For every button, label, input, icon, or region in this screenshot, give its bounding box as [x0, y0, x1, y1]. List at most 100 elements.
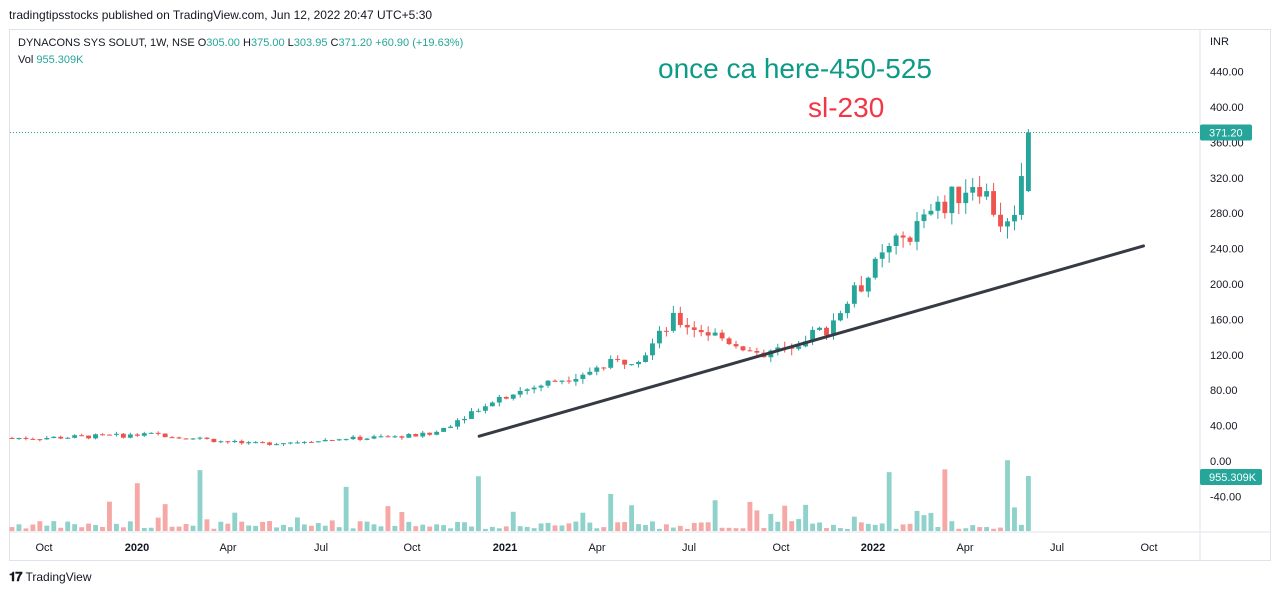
volume-bar	[183, 524, 189, 531]
candle-body	[30, 438, 36, 440]
volume-bar	[371, 524, 377, 531]
candle-body	[684, 324, 690, 328]
candle-body	[928, 210, 934, 215]
candle-body	[100, 434, 105, 436]
time-tick-label: Apr	[588, 542, 605, 554]
volume-bar	[462, 522, 467, 531]
open-value: 305.00	[206, 37, 240, 49]
chart-frame[interactable]	[9, 29, 1271, 561]
candle-body	[65, 437, 71, 439]
volume-bar	[44, 525, 50, 531]
price-tick-label: -40.00	[1210, 491, 1241, 503]
volume-bar	[475, 476, 481, 531]
candle-body	[747, 350, 753, 352]
volume-bar	[107, 501, 112, 531]
volume-bar	[712, 500, 718, 531]
candle-body	[594, 367, 600, 372]
price-tick-label: 400.00	[1210, 102, 1244, 114]
volume-bar	[747, 501, 753, 531]
volume-bar	[30, 524, 36, 531]
volume-value: 955.309K	[36, 54, 84, 66]
volume-bar	[190, 525, 196, 531]
volume-bar	[392, 525, 398, 531]
candle-body	[914, 221, 920, 242]
volume-bar	[9, 527, 15, 531]
volume-bar	[350, 528, 356, 531]
volume-bar	[100, 526, 105, 531]
volume-bar	[469, 526, 474, 531]
candle-body	[517, 390, 523, 395]
candle-body	[650, 343, 655, 356]
volume-bar	[517, 526, 523, 531]
candle-body	[427, 432, 433, 435]
stoploss-annotation: sl-230	[808, 92, 885, 123]
volume-bar	[643, 525, 648, 531]
volume-bar	[677, 525, 683, 531]
candle-body	[740, 346, 746, 351]
candle-body	[385, 436, 391, 438]
candle-body	[420, 432, 426, 437]
volume-bar	[329, 520, 335, 531]
candle-body	[72, 435, 78, 438]
candle-body	[831, 320, 836, 336]
volume-bar	[127, 521, 133, 531]
candle-body	[872, 258, 878, 278]
candle-body	[726, 338, 732, 345]
candle-body	[58, 436, 64, 439]
volume-bar	[670, 527, 676, 531]
volume-bar	[239, 521, 245, 531]
volume-bar	[281, 524, 286, 531]
candle-body	[545, 380, 551, 386]
volume-bar	[886, 472, 892, 531]
candle-body	[837, 313, 843, 321]
candle-body	[705, 332, 711, 336]
volume-bar	[218, 521, 224, 531]
volume-bar	[427, 526, 433, 531]
trendline	[477, 244, 1146, 438]
candle-body	[1025, 132, 1031, 192]
candle-body	[656, 330, 662, 344]
candle-body	[288, 442, 293, 444]
volume-bar	[246, 525, 252, 531]
time-tick-label: 2020	[125, 542, 149, 554]
candle-body	[524, 389, 530, 391]
candle-body	[246, 442, 252, 444]
volume-bar	[844, 528, 850, 531]
volume-bar	[998, 527, 1003, 531]
volume-bar	[496, 528, 502, 531]
candle-body	[865, 277, 871, 292]
volume-bar	[288, 527, 293, 531]
candle-body	[510, 394, 516, 399]
candle-body	[267, 442, 273, 445]
volume-bar	[587, 522, 593, 531]
candle-body	[789, 347, 795, 349]
volume-bar	[315, 523, 321, 531]
candle-body	[190, 438, 196, 440]
volume-bar	[524, 526, 530, 531]
volume-bar	[782, 505, 788, 531]
volume-bar	[197, 470, 203, 531]
volume-bar	[608, 493, 614, 531]
last-price-badge	[1200, 124, 1252, 141]
candle-body	[991, 191, 997, 215]
volume-bar	[301, 524, 307, 531]
candle-body	[636, 361, 641, 365]
change-value: +60.90 (+19.63%)	[375, 37, 464, 49]
candle-body	[970, 187, 976, 193]
candle-body	[441, 427, 447, 432]
volume-bar	[378, 526, 384, 531]
volume-bar	[740, 528, 746, 531]
candle-body	[281, 443, 286, 445]
candle-body	[817, 327, 822, 330]
volume-bar	[837, 528, 843, 531]
volume-bar	[733, 528, 739, 531]
candle-body	[260, 442, 266, 444]
publisher-header: tradingtipsstocks published on TradingVi…	[9, 8, 433, 22]
time-tick-label: Oct	[35, 542, 52, 554]
candle-body	[107, 434, 112, 436]
candle-body	[232, 440, 238, 443]
candle-body	[949, 186, 955, 214]
low-label: L	[287, 37, 294, 49]
volume-bar	[23, 528, 29, 531]
